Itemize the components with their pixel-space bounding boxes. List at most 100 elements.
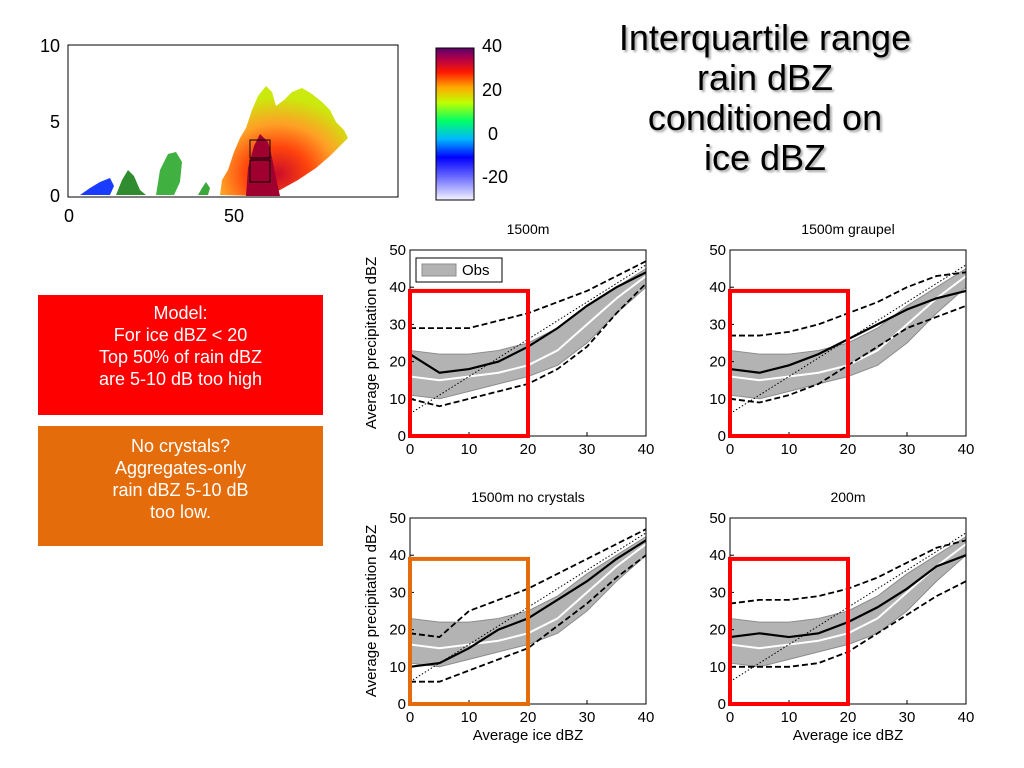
legend-swatch — [421, 263, 457, 277]
one-to-one-line — [409, 532, 647, 683]
radar-x-tick: 0 — [64, 206, 74, 226]
chart-1500m: 1500m 0 10 20 30 40 0 10 20 30 40 50 Average precipi… — [363, 221, 655, 458]
crystals-note-line: too low. — [149, 502, 212, 522]
y-tick-label: 10 — [389, 659, 406, 676]
y-tick-label: 20 — [389, 354, 406, 371]
x-tick-label: 20 — [520, 709, 537, 726]
crystals-note-box: No crystals? Aggregates-only rain dBZ 5-… — [38, 426, 323, 546]
x-tick-label: 10 — [781, 709, 798, 726]
y-tick-label: 50 — [389, 242, 406, 259]
radar-echo-low-left — [80, 178, 114, 195]
y-tick-label: 0 — [398, 696, 406, 713]
radar-y-tick: 5 — [50, 112, 60, 132]
x-tick-label: 30 — [899, 441, 916, 458]
x-tick-label: 40 — [958, 441, 975, 458]
model-note-box: Model: For ice dBZ < 20 Top 50% of rain … — [38, 295, 323, 415]
slide-title: Interquartile range rain dBZ conditioned… — [585, 18, 945, 178]
y-tick-label: 0 — [718, 428, 726, 445]
radar-x-tick: 50 — [224, 206, 244, 226]
x-axis-label: Average ice dBZ — [473, 727, 584, 744]
one-to-one-line — [409, 264, 647, 415]
radar-sample-box-upper — [249, 139, 271, 159]
legend-label: Obs — [462, 262, 490, 279]
x-tick-label: 10 — [461, 441, 478, 458]
title-line: Interquartile range — [618, 17, 912, 58]
colorbar-tick: 0 — [488, 124, 498, 144]
x-tick-label: 20 — [520, 441, 537, 458]
y-tick-label: 40 — [389, 547, 406, 564]
x-tick-label: 30 — [579, 441, 596, 458]
colorbar-tick: 40 — [482, 36, 502, 56]
model-note-line: For ice dBZ < 20 — [113, 325, 248, 345]
model-note-line: Top 50% of rain dBZ — [98, 347, 263, 367]
highlight-box — [728, 288, 850, 438]
highlight-box — [408, 288, 530, 438]
y-tick-label: 20 — [709, 622, 726, 639]
radar-echo-streak — [198, 182, 210, 195]
radar-echo-low-mid — [116, 170, 146, 195]
chart-1500m-graupel: 1500m graupel 0 10 20 30 40 0 10 20 30 40 50 — [709, 221, 975, 458]
model-quartile-line — [410, 554, 647, 683]
chart-title: 1500m no crystals — [471, 489, 585, 505]
chart-title: 200m — [830, 489, 865, 505]
model-quartile-line — [409, 528, 647, 638]
title-line: conditioned on — [647, 97, 883, 138]
y-tick-label: 30 — [389, 316, 406, 333]
y-tick-label: 50 — [389, 510, 406, 527]
y-tick-label: 10 — [709, 659, 726, 676]
x-tick-label: 40 — [638, 441, 655, 458]
crystals-note-line: rain dBZ 5-10 dB — [112, 480, 249, 500]
y-tick-label: 20 — [389, 622, 406, 639]
x-tick-label: 20 — [840, 441, 857, 458]
radar-y-tick: 0 — [50, 186, 60, 206]
one-to-one-line — [729, 532, 967, 683]
y-axis-label: Average precipitation dBZ — [363, 257, 380, 429]
y-tick-label: 10 — [709, 391, 726, 408]
y-tick-label: 0 — [718, 696, 726, 713]
colorbar-tick: 20 — [482, 80, 502, 100]
y-axis-label: Average precipitation dBZ — [363, 525, 380, 697]
crystals-note-line: Aggregates-only — [114, 458, 247, 478]
radar-echo-core — [246, 134, 280, 196]
title-line: ice dBZ — [703, 137, 827, 178]
y-tick-label: 20 — [709, 354, 726, 371]
y-tick-label: 30 — [709, 584, 726, 601]
radar-cross-section: 10 5 0 0 50 40 20 0 -20 — [40, 36, 508, 226]
highlight-box — [728, 556, 850, 706]
one-to-one-line — [729, 264, 967, 415]
chart-1500m-no-crystals: 1500m no crystals 0 10 20 30 40 0 10 20 30 40 50 Ave… — [363, 489, 655, 744]
radar-y-tick: 10 — [40, 36, 60, 56]
y-tick-label: 50 — [709, 510, 726, 527]
model-note-line: Model: — [153, 303, 208, 323]
radar-sample-box-lower — [249, 159, 271, 183]
x-tick-label: 30 — [899, 709, 916, 726]
x-tick-label: 0 — [726, 709, 734, 726]
highlight-box — [408, 556, 530, 706]
x-tick-label: 40 — [638, 709, 655, 726]
x-tick-label: 20 — [840, 709, 857, 726]
radar-echo-low-right — [156, 152, 182, 195]
x-tick-label: 0 — [406, 441, 414, 458]
y-tick-label: 40 — [709, 547, 726, 564]
x-axis-label: Average ice dBZ — [793, 727, 904, 744]
x-tick-label: 40 — [958, 709, 975, 726]
y-tick-label: 10 — [389, 391, 406, 408]
chart-200m: 200m 0 10 20 30 40 0 10 20 30 40 50 Average ice dBZ — [709, 489, 975, 744]
y-tick-label: 30 — [389, 584, 406, 601]
y-tick-label: 0 — [398, 428, 406, 445]
title-line: rain dBZ — [696, 57, 834, 98]
x-tick-label: 10 — [781, 441, 798, 458]
crystals-note-line: No crystals? — [130, 436, 231, 456]
x-tick-label: 0 — [406, 709, 414, 726]
x-tick-label: 0 — [726, 441, 734, 458]
y-tick-label: 30 — [709, 316, 726, 333]
x-tick-label: 10 — [461, 709, 478, 726]
y-tick-label: 50 — [709, 242, 726, 259]
colorbar-tick: -20 — [482, 167, 508, 187]
radar-colorbar — [435, 47, 475, 201]
y-tick-label: 40 — [389, 279, 406, 296]
x-tick-label: 30 — [579, 709, 596, 726]
chart-title: 1500m graupel — [801, 221, 894, 237]
chart-title: 1500m — [507, 221, 550, 237]
y-tick-label: 40 — [709, 279, 726, 296]
